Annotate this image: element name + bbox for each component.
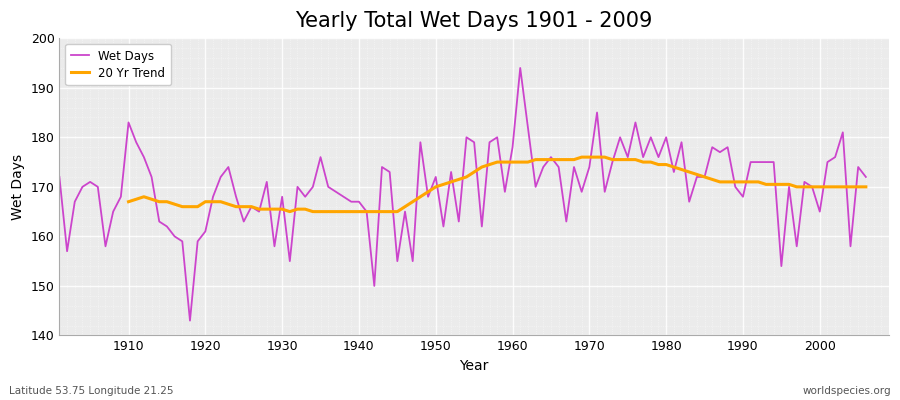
Wet Days <box>860 174 871 179</box>
20 Yr Trend <box>284 209 295 214</box>
20 Yr Trend <box>706 177 717 182</box>
Line: 20 Yr Trend: 20 Yr Trend <box>129 157 866 212</box>
20 Yr Trend <box>860 184 871 189</box>
Wet Days <box>623 155 634 160</box>
Wet Days <box>54 174 65 179</box>
Text: Latitude 53.75 Longitude 21.25: Latitude 53.75 Longitude 21.25 <box>9 386 174 396</box>
20 Yr Trend <box>323 209 334 214</box>
Wet Days <box>545 155 556 160</box>
Wet Days <box>769 160 779 164</box>
Line: Wet Days: Wet Days <box>59 68 866 321</box>
20 Yr Trend <box>123 199 134 204</box>
Wet Days <box>77 184 88 189</box>
Y-axis label: Wet Days: Wet Days <box>11 154 25 220</box>
Legend: Wet Days, 20 Yr Trend: Wet Days, 20 Yr Trend <box>66 44 171 86</box>
20 Yr Trend <box>500 160 510 164</box>
20 Yr Trend <box>177 204 188 209</box>
Wet Days <box>515 66 526 70</box>
Title: Yearly Total Wet Days 1901 - 2009: Yearly Total Wet Days 1901 - 2009 <box>295 11 652 31</box>
20 Yr Trend <box>554 157 564 162</box>
20 Yr Trend <box>576 155 587 160</box>
Wet Days <box>184 318 195 323</box>
Wet Days <box>538 165 549 170</box>
Text: worldspecies.org: worldspecies.org <box>803 386 891 396</box>
Wet Days <box>591 110 602 115</box>
X-axis label: Year: Year <box>460 359 489 373</box>
20 Yr Trend <box>146 197 157 202</box>
